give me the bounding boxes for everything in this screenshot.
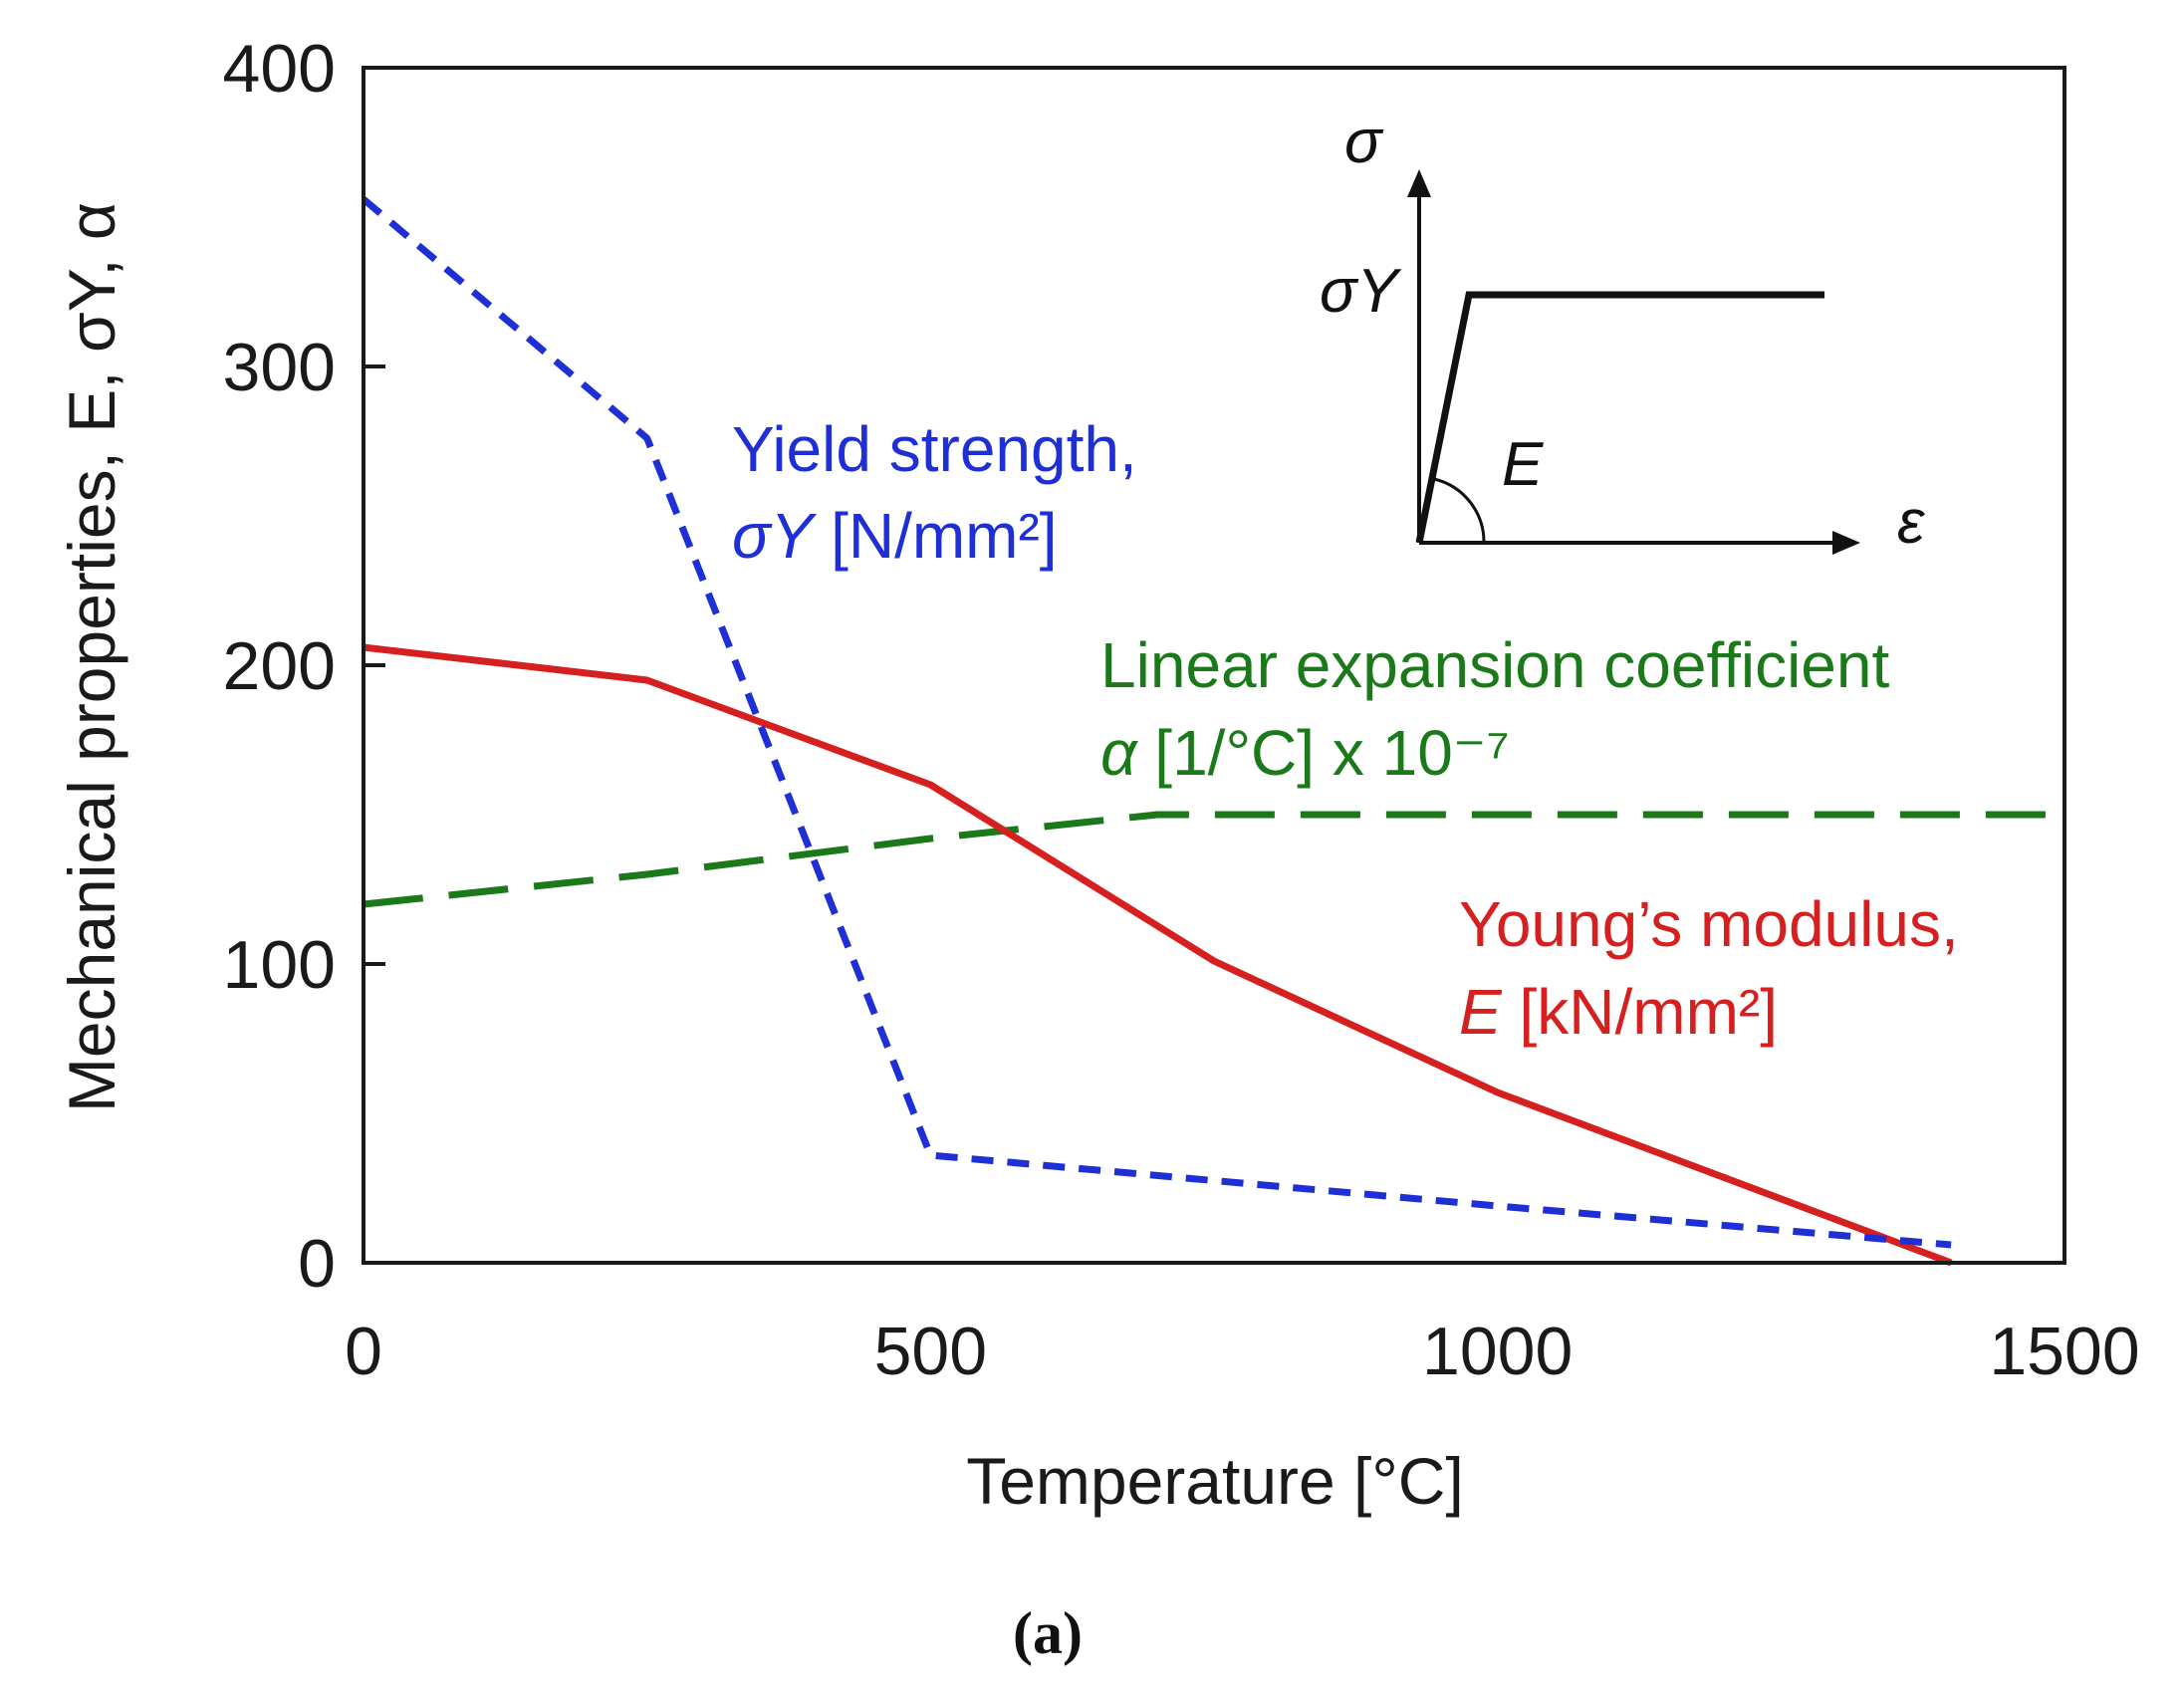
- plot-area: [361, 196, 2064, 1267]
- alpha-label-line1: Linear expansion coefficient: [1100, 629, 1889, 701]
- alpha-label-symbol: α: [1100, 717, 1138, 789]
- y-tick-label: 100: [223, 927, 336, 1003]
- y-tick-label: 200: [223, 628, 336, 704]
- inset-y-arrowhead: [1407, 169, 1431, 197]
- x-tick-label: 1500: [1989, 1314, 2139, 1389]
- x-tick-label: 1000: [1422, 1314, 1573, 1389]
- panel-label: (a): [1013, 1600, 1083, 1666]
- young-label-unit: [kN/mm²]: [1502, 976, 1778, 1048]
- inset-stress-strain-diagram: σ ε σY E: [1320, 108, 1925, 557]
- y-tick-label: 0: [298, 1226, 336, 1302]
- y-tick-label: 300: [223, 330, 336, 405]
- x-tick-label: 0: [345, 1314, 382, 1389]
- inset-x-arrowhead: [1832, 531, 1860, 555]
- young-label-symbol: E: [1459, 976, 1503, 1048]
- inset-stress-strain-curve: [1415, 291, 1824, 544]
- young-label-line1: Young’s modulus,: [1459, 888, 1959, 960]
- inset-epsilon-label: ε: [1897, 488, 1925, 557]
- inset-yield-label: σY: [1320, 257, 1402, 326]
- alpha-label-unit: [1/°C] x 10⁻⁷: [1137, 717, 1510, 789]
- x-axis-title: Temperature [°C]: [966, 1444, 1464, 1518]
- inset-modulus-label: E: [1502, 430, 1544, 499]
- axes: 0 100 200 300 400 0 500 1000 1500: [223, 31, 2140, 1389]
- series-line-alpha: [363, 811, 2064, 908]
- yield-label-unit: [N/mm²]: [813, 500, 1057, 572]
- y-axis-title: Mechanical properties, E, σY, α: [55, 202, 128, 1112]
- y-tick-label: 400: [223, 31, 336, 107]
- x-tick-label: 500: [874, 1314, 987, 1389]
- alpha-label-line2: α [1/°C] x 10⁻⁷: [1100, 717, 1510, 789]
- yield-label-line2: σY [N/mm²]: [732, 500, 1058, 572]
- young-label-line2: E [kN/mm²]: [1459, 976, 1778, 1048]
- inset-sigma-label: σ: [1344, 108, 1384, 176]
- series-line-young: [363, 643, 1953, 1267]
- yield-label-symbol: σY: [732, 500, 818, 572]
- yield-label-line1: Yield strength,: [732, 413, 1137, 485]
- inset-modulus-arc: [1433, 477, 1486, 544]
